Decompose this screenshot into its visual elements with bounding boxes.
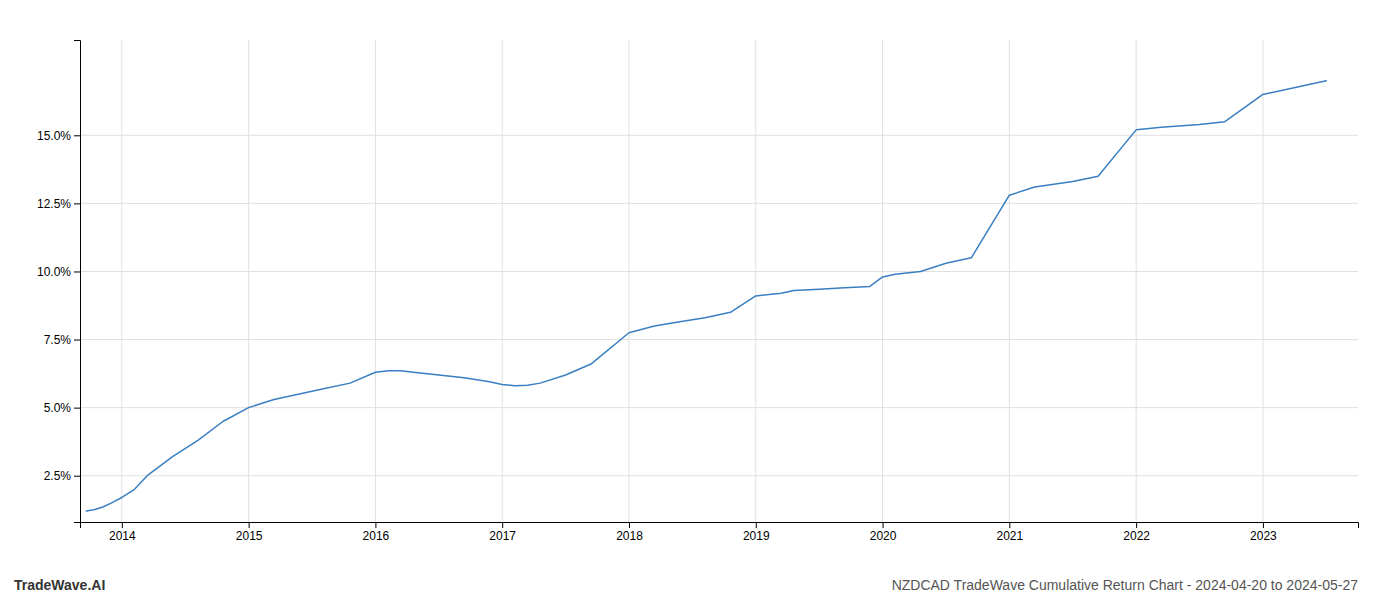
- x-tick-label: 2017: [489, 529, 516, 543]
- x-grid-line: [882, 40, 883, 522]
- line: [86, 81, 1326, 511]
- x-tick-label: 2018: [616, 529, 643, 543]
- x-tick-mark: [375, 522, 376, 528]
- x-grid-line: [628, 40, 629, 522]
- x-grid-line: [121, 40, 122, 522]
- y-grid-line: [80, 135, 1358, 136]
- y-axis: 2.5% 5.0% 7.5% 10.0% 12.5% 15.0%: [37, 41, 81, 523]
- x-grid-line: [375, 40, 376, 522]
- x-tick-label: 2020: [870, 529, 897, 543]
- y-tick-mark: [74, 340, 80, 341]
- x-tick-label: 2023: [1250, 529, 1277, 543]
- y-tick-mark: [74, 203, 80, 204]
- y-grid-line: [80, 407, 1358, 408]
- y-tick-label: 12.5%: [37, 197, 71, 211]
- x-grid-line: [1009, 40, 1010, 522]
- y-tick-mark: [74, 476, 80, 477]
- y-tick: 2.5%: [44, 469, 80, 483]
- x-tick: 2023: [1250, 522, 1277, 543]
- x-grid-line: [248, 40, 249, 522]
- x-tick-mark: [1009, 522, 1010, 528]
- x-tick: 2021: [996, 522, 1023, 543]
- x-grid-line: [502, 40, 503, 522]
- x-tick-mark: [502, 522, 503, 528]
- x-tick-label: 2019: [743, 529, 770, 543]
- y-tick-label: 5.0%: [44, 401, 72, 415]
- title: NZDCAD TradeWave Cumulative Return Chart…: [892, 577, 1359, 593]
- x-tick-mark: [122, 522, 123, 528]
- y-axis-line: [74, 41, 81, 523]
- x-tick-mark: [883, 522, 884, 528]
- y-tick: 10.0%: [37, 265, 80, 279]
- x-tick-label: 2015: [236, 529, 263, 543]
- x-tick-label: 2014: [109, 529, 136, 543]
- x-tick-mark: [629, 522, 630, 528]
- x-tick: 2016: [363, 522, 390, 543]
- x-tick-mark: [1263, 522, 1264, 528]
- y-grid-line: [80, 475, 1358, 476]
- y-tick-label: 2.5%: [44, 469, 72, 483]
- chart: 2014 2015 2016 2017 2018 2019 2020 2021 2022 2023…: [0, 0, 1400, 600]
- x-tick-mark: [1136, 522, 1137, 528]
- plot: 2014 2015 2016 2017 2018 2019 2020 2021 2022 2023…: [37, 40, 1359, 543]
- x-tick-label: 2021: [996, 529, 1023, 543]
- x-axis-line: [81, 523, 1359, 529]
- x-tick: 2022: [1123, 522, 1150, 543]
- x-grid-line: [1136, 40, 1137, 522]
- x-tick: 2018: [616, 522, 643, 543]
- x-tick: 2014: [109, 522, 136, 543]
- y-tick-label: 7.5%: [44, 333, 72, 347]
- y-tick: 15.0%: [37, 129, 80, 143]
- x-tick: 2019: [743, 522, 770, 543]
- grid: [80, 40, 1358, 522]
- x-tick: 2015: [236, 522, 263, 543]
- watermark: TradeWave.AI: [14, 577, 105, 593]
- y-tick-label: 15.0%: [37, 129, 71, 143]
- y-tick: 5.0%: [44, 401, 80, 415]
- x-axis: 2014 2015 2016 2017 2018 2019 2020 2021 2022 2023: [81, 522, 1359, 543]
- y-tick-mark: [74, 271, 80, 272]
- y-tick: 7.5%: [44, 333, 80, 347]
- x-tick: 2017: [489, 522, 516, 543]
- y-tick-mark: [74, 135, 80, 136]
- x-tick-label: 2016: [363, 529, 390, 543]
- x-tick: 2020: [870, 522, 897, 543]
- x-tick-label: 2022: [1123, 529, 1150, 543]
- x-tick-mark: [756, 522, 757, 528]
- y-tick: 12.5%: [37, 197, 80, 211]
- y-grid-line: [80, 203, 1358, 204]
- y-tick-label: 10.0%: [37, 265, 71, 279]
- x-grid-line: [755, 40, 756, 522]
- y-grid-line: [80, 339, 1358, 340]
- y-grid-line: [80, 271, 1358, 272]
- y-tick-mark: [74, 408, 80, 409]
- marks: [86, 81, 1326, 511]
- x-grid-line: [1262, 40, 1263, 522]
- x-tick-mark: [249, 522, 250, 528]
